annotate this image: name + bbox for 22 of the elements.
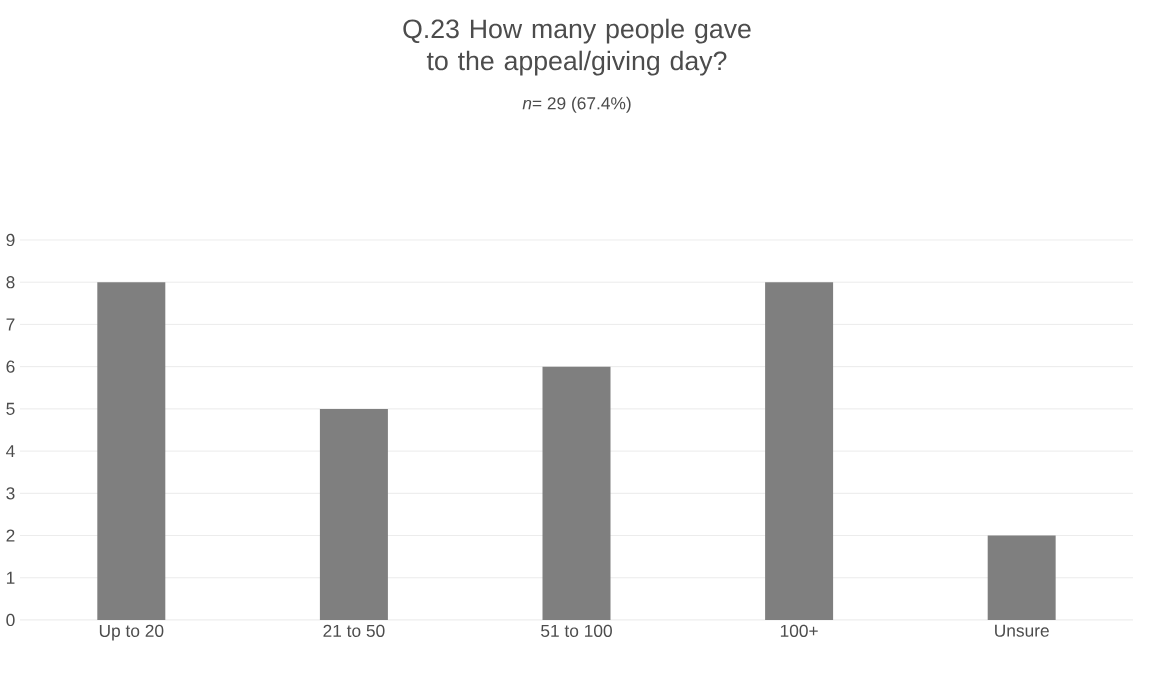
x-tick-label: Unsure: [995, 624, 1049, 637]
bar: [319, 408, 388, 620]
y-tick-label: 9: [6, 233, 15, 247]
chart-title: Q.23 How many people gave to the appeal/giving day?: [403, 18, 751, 76]
bar: [97, 282, 166, 620]
bar: [987, 535, 1056, 620]
y-tick-label: 5: [6, 402, 15, 415]
y-tick-label: 4: [6, 445, 15, 458]
y-tick-label: 7: [6, 318, 15, 331]
y-tick-label: 2: [6, 529, 15, 542]
x-tick-label: 51 to 100: [541, 624, 612, 637]
y-tick-label: 6: [6, 360, 15, 373]
x-tick-label: 21 to 50: [323, 624, 385, 637]
y-tick-label: 1: [6, 571, 15, 584]
y-tick-label: 3: [6, 487, 15, 500]
bar: [765, 282, 834, 620]
x-tick-label: 100+: [780, 624, 818, 637]
chart-subtitle: n= 29 (67.4%): [522, 96, 631, 113]
x-tick-label: Up to 20: [99, 624, 164, 641]
bar: [542, 366, 611, 620]
y-tick-label: 0: [6, 613, 15, 627]
y-tick-label: 8: [6, 276, 15, 289]
